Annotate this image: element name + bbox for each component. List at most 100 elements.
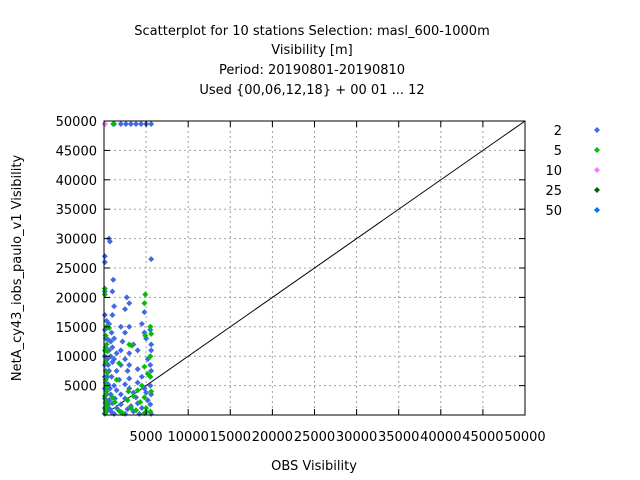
point-series-2-88 (130, 389, 137, 396)
point-series-2-79 (147, 382, 154, 389)
x-tick-label-6: 35000 (378, 430, 419, 445)
point-series-5-26 (138, 382, 145, 389)
point-series-2-20 (111, 303, 118, 310)
point-series-2-96 (144, 397, 151, 404)
y-tick-label-3: 20000 (56, 291, 97, 306)
point-series-2-16 (109, 288, 116, 295)
x-tick-label-2: 15000 (210, 430, 251, 445)
y-tick-label-5: 30000 (56, 233, 97, 248)
point-series-2-108 (138, 404, 145, 411)
point-series-5-1 (101, 285, 108, 292)
point-series-2-72 (126, 375, 133, 382)
legend-label-10: 10 (545, 164, 562, 179)
point-series-2-49 (148, 347, 155, 354)
point-series-2-100 (117, 401, 124, 408)
point-series-2-44 (109, 344, 116, 351)
x-tick-label-0: 5000 (130, 430, 163, 445)
point-series-2-36 (107, 338, 114, 345)
point-series-5-20 (104, 369, 111, 376)
point-series-5-0 (110, 120, 117, 127)
x-tick-label-9: 50000 (504, 430, 545, 445)
x-tick-label-3: 20000 (252, 430, 293, 445)
x-tick-label-5: 30000 (336, 430, 377, 445)
y-tick-label-0: 5000 (64, 380, 97, 395)
legend-marker-5 (594, 147, 600, 153)
x-tick-label-4: 25000 (294, 430, 335, 445)
point-series-5-13 (128, 342, 135, 349)
point-series-5-38 (137, 399, 144, 406)
title-line-2: Visibility [m] (271, 43, 352, 58)
point-series-2-8 (148, 120, 155, 127)
chart-title: Scatterplot for 10 stations Selection: m… (134, 24, 489, 98)
one-to-one-line (103, 120, 526, 416)
title-line-3: Period: 20190801-20190810 (219, 63, 405, 78)
point-series-2-61 (147, 362, 154, 369)
point-series-5-2 (101, 291, 108, 298)
point-series-2-78 (134, 379, 141, 386)
point-series-2-89 (143, 389, 150, 396)
point-series-5-45 (147, 408, 154, 415)
diagonal-line (103, 120, 526, 416)
point-series-2-18 (126, 300, 133, 307)
title-line-1: Scatterplot for 10 stations Selection: m… (134, 24, 489, 39)
point-series-2-19 (122, 306, 129, 313)
point-series-2-64 (113, 367, 120, 374)
point-series-2-41 (148, 341, 155, 348)
point-series-2-46 (117, 347, 124, 354)
legend-marker-2 (594, 127, 600, 133)
legend-label-25: 25 (545, 184, 562, 199)
y-axis-ticks: 5000 10000 15000 20000 25000 30000 35000 40000 4… (56, 115, 525, 395)
y-tick-label-9: 50000 (56, 115, 97, 130)
legend-marker-10 (594, 167, 600, 173)
point-series-5-24 (147, 373, 154, 380)
point-series-2-67 (148, 367, 155, 374)
point-series-5-34 (141, 394, 148, 401)
point-series-2-12 (101, 259, 108, 266)
point-series-2-17 (123, 294, 130, 301)
point-series-2-27 (126, 323, 133, 330)
point-series-2-4 (127, 120, 134, 127)
point-series-2-77 (122, 381, 129, 388)
point-series-5-18 (116, 360, 123, 367)
point-series-2-58 (109, 359, 116, 366)
legend-label-50: 50 (545, 204, 562, 219)
point-series-10-0 (101, 120, 108, 127)
point-series-2-2 (117, 120, 124, 127)
point-series-5-4 (141, 300, 148, 307)
point-series-5-41 (143, 404, 150, 411)
point-series-2-107 (124, 406, 131, 413)
point-series-5-7 (147, 323, 154, 330)
y-tick-label-4: 25000 (56, 262, 97, 277)
y-tick-label-6: 35000 (56, 203, 97, 218)
point-series-2-54 (122, 356, 129, 363)
point-series-5-23 (113, 376, 120, 383)
x-axis-ticks: 5000 10000 15000 20000 25000 30000 35000 40000 4… (130, 121, 546, 445)
point-series-2-82 (113, 387, 120, 394)
point-series-5-32 (109, 394, 116, 401)
point-series-2-26 (117, 323, 124, 330)
point-series-2-22 (109, 312, 116, 319)
point-series-5-3 (142, 291, 149, 298)
legend-marker-50 (594, 207, 600, 213)
point-series-2-47 (126, 350, 133, 357)
data-points (101, 120, 155, 417)
y-tick-label-1: 10000 (56, 350, 97, 365)
point-series-2-37 (111, 335, 118, 342)
legend-marker-25 (594, 187, 600, 193)
point-series-2-76 (111, 382, 118, 389)
point-series-2-66 (134, 366, 141, 373)
point-series-2-5 (132, 120, 139, 127)
point-series-5-29 (134, 387, 141, 394)
point-series-2-10 (106, 238, 113, 245)
title-line-4: Used {00,06,12,18} + 00 01 ... 12 (199, 83, 424, 98)
point-series-2-60 (126, 362, 133, 369)
point-series-5-28 (125, 388, 132, 395)
point-series-2-28 (138, 320, 145, 327)
point-series-5-10 (148, 330, 155, 337)
point-series-2-14 (110, 276, 117, 283)
point-series-2-45 (113, 350, 120, 357)
point-series-5-30 (148, 388, 155, 395)
point-series-5-40 (127, 404, 134, 411)
